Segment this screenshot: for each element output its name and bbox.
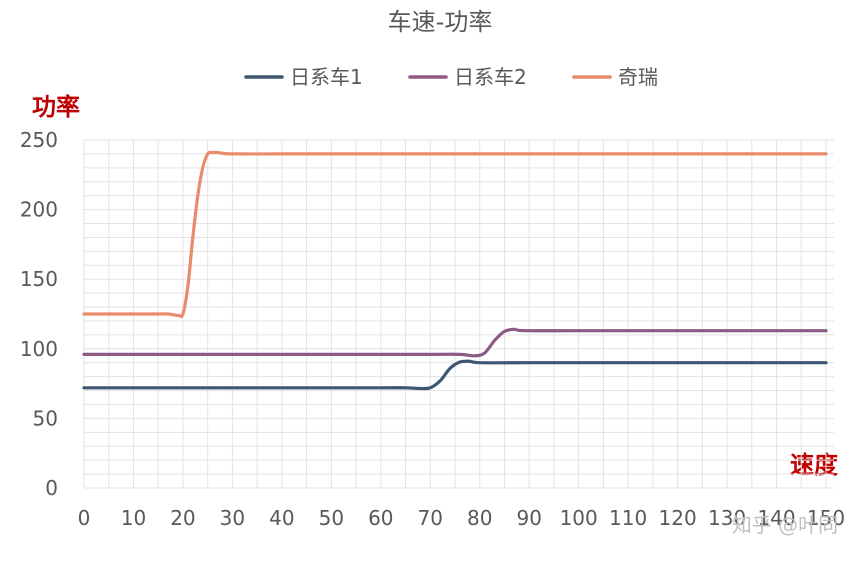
y-axis-label: 功率 <box>32 93 80 121</box>
watermark: 知乎 @叶同 <box>732 513 838 537</box>
x-tick-label: 30 <box>220 506 245 530</box>
x-tick-label: 150 <box>807 506 845 530</box>
x-tick-label: 80 <box>467 506 492 530</box>
x-tick-label: 90 <box>516 506 541 530</box>
series-line-3 <box>82 150 828 319</box>
legend-label: 奇瑞 <box>618 65 658 89</box>
legend: 日系车1 日系车2 奇瑞 <box>244 65 658 89</box>
x-tick-label: 20 <box>170 506 195 530</box>
x-tick-label: 70 <box>418 506 443 530</box>
y-tick-label: 100 <box>20 337 58 361</box>
x-tick-label: 120 <box>659 506 697 530</box>
legend-label: 日系车1 <box>290 65 363 89</box>
x-axis: 0 10 20 30 40 50 60 70 80 90 100 110 120 130 140 150 <box>78 506 845 530</box>
plot-area <box>82 150 828 391</box>
y-tick-label: 150 <box>20 267 58 291</box>
x-axis-label: 速度 <box>790 451 839 479</box>
y-tick-label: 0 <box>45 476 58 500</box>
x-tick-label: 100 <box>560 506 598 530</box>
x-tick-label: 40 <box>269 506 294 530</box>
y-axis: 0 50 100 150 200 250 <box>20 128 58 500</box>
y-tick-label: 200 <box>20 198 58 222</box>
chart-title: 车速-功率 <box>388 8 493 36</box>
x-tick-label: 130 <box>708 506 746 530</box>
series-line-2 <box>82 327 828 358</box>
x-tick-label: 60 <box>368 506 393 530</box>
gridlines <box>83 139 834 489</box>
x-tick-label: 110 <box>609 506 647 530</box>
legend-label: 日系车2 <box>454 65 527 89</box>
y-tick-label: 50 <box>33 406 58 430</box>
x-tick-label: 140 <box>757 506 795 530</box>
y-tick-label: 250 <box>20 128 58 152</box>
x-tick-label: 10 <box>121 506 146 530</box>
x-tick-label: 0 <box>78 506 91 530</box>
series-line-1 <box>82 359 828 391</box>
x-tick-label: 50 <box>319 506 344 530</box>
